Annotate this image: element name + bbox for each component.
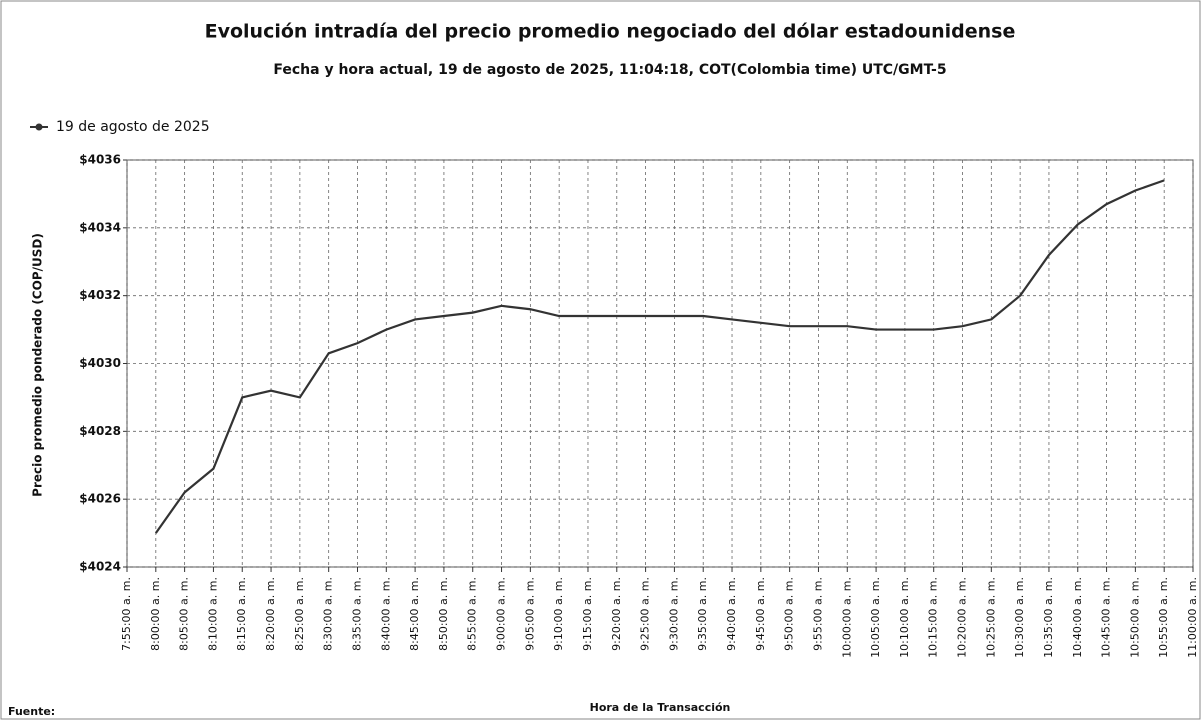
x-tick-label: 10:55:00 a. m. xyxy=(1157,577,1170,658)
chart-title: Evolución intradía del precio promedio n… xyxy=(205,21,1016,43)
x-tick-label: 10:00:00 a. m. xyxy=(840,577,853,658)
x-tick-label: 7:55:00 a. m. xyxy=(120,577,133,651)
x-tick-label: 9:20:00 a. m. xyxy=(610,577,623,651)
x-tick-label: 9:55:00 a. m. xyxy=(811,577,824,651)
y-tick-label: $4034 xyxy=(79,220,121,234)
x-tick-label: 9:50:00 a. m. xyxy=(783,577,796,651)
x-tick-label: 8:20:00 a. m. xyxy=(264,577,277,651)
x-tick-label: 10:05:00 a. m. xyxy=(869,577,882,658)
x-tick-label: 10:40:00 a. m. xyxy=(1071,577,1084,658)
x-tick-label: 8:10:00 a. m. xyxy=(206,577,219,651)
x-tick-label: 9:15:00 a. m. xyxy=(581,577,594,651)
x-tick-label: 8:00:00 a. m. xyxy=(149,577,162,651)
x-axis-label: Hora de la Transacción xyxy=(590,701,731,714)
y-tick-label: $4028 xyxy=(79,424,121,438)
y-tick-label: $4026 xyxy=(79,492,121,506)
y-axis-label: Precio promedio ponderado (COP/USD) xyxy=(31,233,45,497)
x-tick-label: 10:20:00 a. m. xyxy=(956,577,969,658)
x-tick-label: 8:35:00 a. m. xyxy=(350,577,363,651)
x-tick-label: 8:15:00 a. m. xyxy=(235,577,248,651)
x-tick-label: 10:25:00 a. m. xyxy=(984,577,997,658)
y-tick-label: $4024 xyxy=(79,560,121,574)
x-tick-label: 10:35:00 a. m. xyxy=(1042,577,1055,658)
x-tick-label: 8:05:00 a. m. xyxy=(178,577,191,651)
x-tick-label: 9:25:00 a. m. xyxy=(639,577,652,651)
source-label: Fuente: xyxy=(8,705,55,718)
x-tick-label: 10:10:00 a. m. xyxy=(898,577,911,658)
y-tick-label: $4030 xyxy=(79,356,121,370)
x-tick-label: 9:40:00 a. m. xyxy=(725,577,738,651)
x-tick-label: 11:00:00 a. m. xyxy=(1186,577,1199,658)
x-tick-label: 8:30:00 a. m. xyxy=(322,577,335,651)
y-tick-label: $4032 xyxy=(79,288,121,302)
chart-subtitle: Fecha y hora actual, 19 de agosto de 202… xyxy=(273,62,946,78)
x-tick-label: 10:45:00 a. m. xyxy=(1100,577,1113,658)
legend-label: 19 de agosto de 2025 xyxy=(56,119,210,135)
line-series xyxy=(154,179,1165,534)
x-tick-label: 8:50:00 a. m. xyxy=(437,577,450,651)
x-tick-label: 8:45:00 a. m. xyxy=(408,577,421,651)
x-tick-label: 10:50:00 a. m. xyxy=(1128,577,1141,658)
x-tick-label: 10:30:00 a. m. xyxy=(1013,577,1026,658)
legend-marker xyxy=(35,123,43,131)
x-tick-label: 9:35:00 a. m. xyxy=(696,577,709,651)
x-tick-label: 9:05:00 a. m. xyxy=(523,577,536,651)
x-tick-label: 9:30:00 a. m. xyxy=(667,577,680,651)
x-tick-label: 9:10:00 a. m. xyxy=(552,577,565,651)
x-tick-label: 10:15:00 a. m. xyxy=(927,577,940,658)
x-tick-label: 8:55:00 a. m. xyxy=(466,577,479,651)
x-tick-label: 9:00:00 a. m. xyxy=(495,577,508,651)
x-tick-label: 9:45:00 a. m. xyxy=(754,577,767,651)
y-tick-label: $4036 xyxy=(79,153,121,167)
x-tick-label: 8:40:00 a. m. xyxy=(379,577,392,651)
x-tick-label: 8:25:00 a. m. xyxy=(293,577,306,651)
